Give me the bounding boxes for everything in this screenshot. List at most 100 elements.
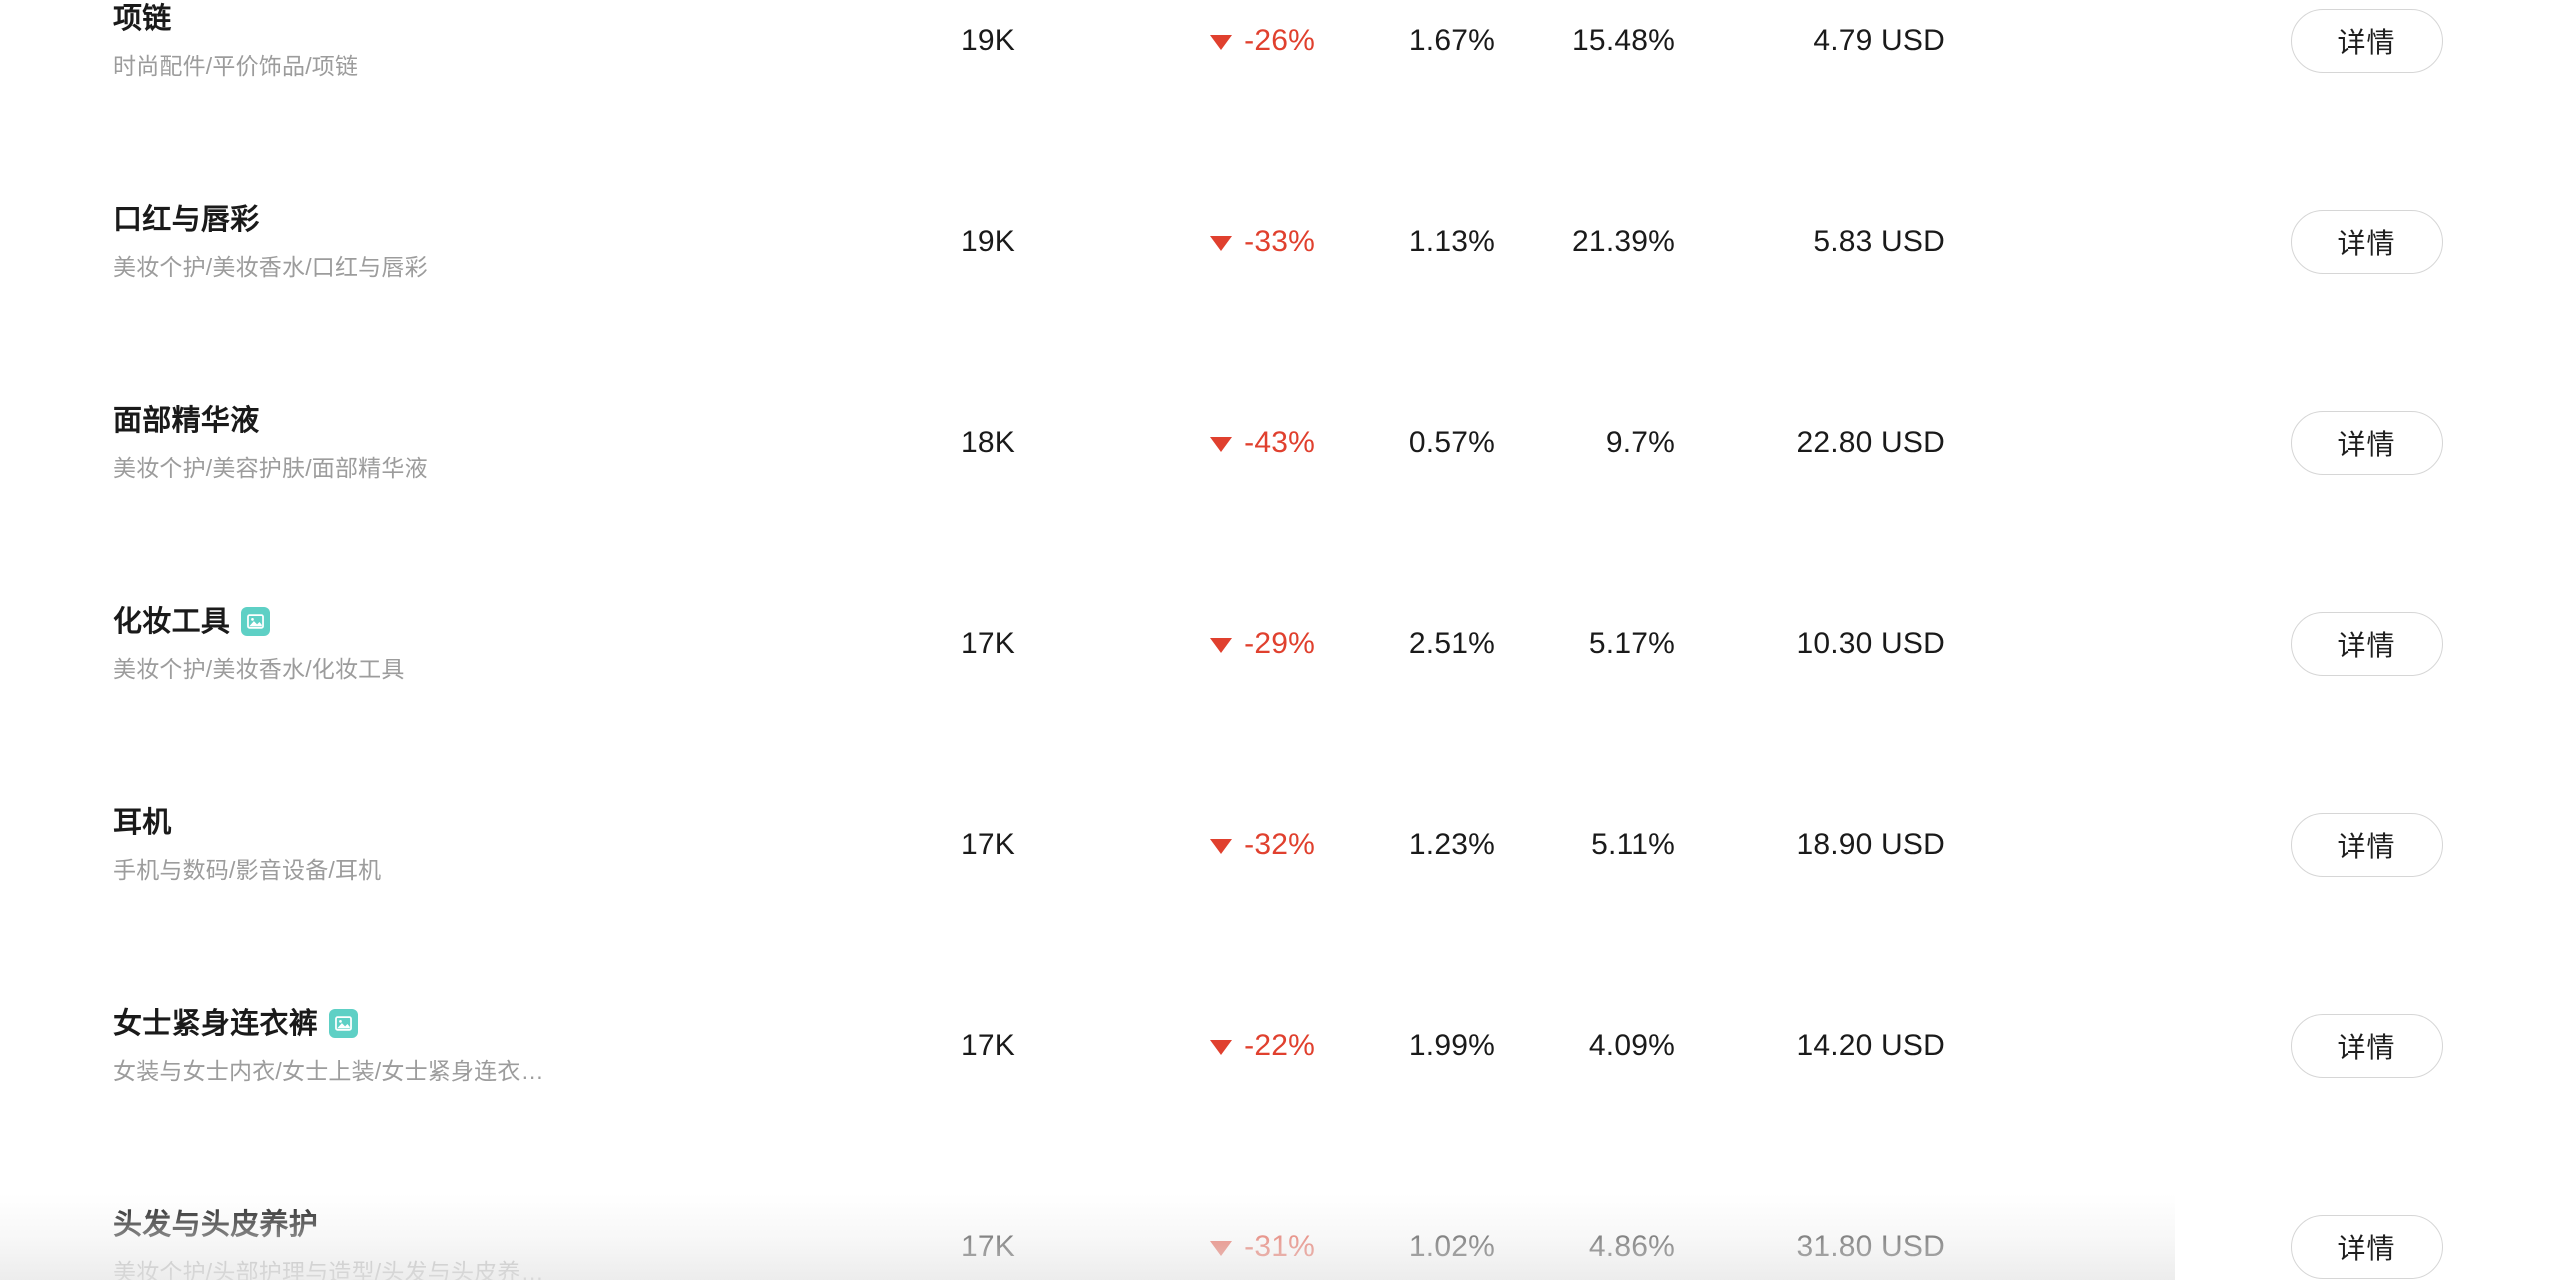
change-value-wrap: -31%: [1210, 1230, 1315, 1264]
rate1-value: 0.57%: [1408, 425, 1495, 459]
change-value-wrap: -43%: [1210, 426, 1315, 460]
category-name-line: 头发与头皮养护: [113, 1207, 880, 1243]
table-row: 化妆工具美妆个护/美妆香水/化妆工具 17K -29% 2.51% 5.17% 10.30…: [0, 543, 2175, 744]
triangle-down-icon: [1210, 34, 1233, 50]
action-cell: 详情: [2175, 543, 2558, 744]
category-breadcrumb: 女装与女士内衣/女士上装/女士紧身连衣…: [113, 1057, 544, 1084]
change-value-wrap: -32%: [1210, 828, 1315, 862]
detail-button[interactable]: 详情: [2290, 1013, 2443, 1078]
change-value-wrap: -33%: [1210, 225, 1315, 259]
category-name-cell: 头发与头皮养护美妆个护/头部护理与造型/头发与头皮养…: [0, 1207, 880, 1280]
category-name-cell: 口红与唇彩 美妆个护/美妆香水/口红与唇彩: [0, 202, 880, 282]
visits-value: 19K: [961, 23, 1015, 57]
visits-value: 17K: [961, 626, 1015, 660]
change-cell: -33%: [1015, 224, 1315, 260]
rate1-value: 1.99%: [1408, 1028, 1495, 1062]
category-name: 头发与头皮养护: [113, 1208, 319, 1241]
table-row: 女士紧身连衣裤 女装与女士内衣/女士上装/女士紧身连衣… 17K -22% 1.99% 4…: [0, 945, 2175, 1146]
category-name: 项链: [113, 2, 172, 35]
change-cell: -26%: [1015, 23, 1315, 59]
change-value-wrap: -29%: [1210, 627, 1315, 661]
category-breadcrumb: 美妆个护/美容护肤/面部精华液: [113, 454, 428, 481]
visits-value: 17K: [961, 827, 1015, 861]
category-name: 口红与唇彩: [113, 203, 260, 236]
change-value-wrap: -22%: [1210, 1029, 1315, 1063]
table-row: 头发与头皮养护美妆个护/头部护理与造型/头发与头皮养… 17K -31% 1.02% 4…: [0, 1146, 2175, 1280]
triangle-down-icon: [1210, 637, 1233, 653]
price-value: 10.30 USD: [1796, 626, 1945, 660]
category-breadcrumb: 时尚配件/平价饰品/项链: [113, 52, 359, 79]
price-value: 5.83 USD: [1813, 224, 1945, 258]
rate2-value: 4.09%: [1588, 1028, 1675, 1062]
action-cell: 详情: [2175, 0, 2558, 141]
change-cell: -43%: [1015, 425, 1315, 461]
detail-button[interactable]: 详情: [2290, 410, 2443, 475]
rate2-value: 15.48%: [1572, 23, 1675, 57]
rate2-value: 21.39%: [1572, 224, 1675, 258]
detail-button[interactable]: 详情: [2290, 8, 2443, 73]
action-cell: 详情: [2175, 945, 2558, 1146]
triangle-down-icon: [1210, 1240, 1233, 1256]
action-column: 详情 详情 详情 详情 详情 详情 详情: [2175, 0, 2558, 1280]
change-cell: -22%: [1015, 1028, 1315, 1064]
action-cell: 详情: [2175, 141, 2558, 342]
price-value: 4.79 USD: [1813, 23, 1945, 57]
table-row: 面部精华液美妆个护/美容护肤/面部精华液 18K -43% 0.57% 9.7% 22.8…: [0, 342, 2175, 543]
rate1-value: 1.23%: [1408, 827, 1495, 861]
category-name-line: 女士紧身连衣裤: [113, 1006, 880, 1042]
triangle-down-icon: [1210, 838, 1233, 854]
triangle-down-icon: [1210, 1039, 1233, 1055]
change-value: -26%: [1244, 24, 1315, 58]
change-value: -33%: [1244, 225, 1315, 259]
change-cell: -29%: [1015, 626, 1315, 662]
visits-value: 17K: [961, 1229, 1015, 1263]
action-cell: 详情: [2175, 1146, 2558, 1280]
category-name-line: 口红与唇彩: [113, 202, 880, 238]
rate2-value: 4.86%: [1588, 1229, 1675, 1263]
category-name-line: 耳机: [113, 805, 880, 841]
change-value-wrap: -26%: [1210, 24, 1315, 58]
image-icon: [329, 1009, 359, 1039]
category-name: 耳机: [113, 806, 172, 839]
change-value: -32%: [1244, 828, 1315, 862]
visits-value: 19K: [961, 224, 1015, 258]
category-name: 化妆工具: [113, 605, 231, 638]
price-value: 14.20 USD: [1796, 1028, 1945, 1062]
triangle-down-icon: [1210, 235, 1233, 251]
rate1-value: 2.51%: [1408, 626, 1495, 660]
price-value: 31.80 USD: [1796, 1229, 1945, 1263]
category-name-line: 化妆工具: [113, 604, 880, 640]
action-cell: 详情: [2175, 342, 2558, 543]
rate1-value: 1.13%: [1408, 224, 1495, 258]
detail-button[interactable]: 详情: [2290, 1214, 2443, 1279]
detail-button[interactable]: 详情: [2290, 812, 2443, 877]
rate2-value: 5.11%: [1591, 827, 1675, 861]
category-breadcrumb: 美妆个护/美妆香水/化妆工具: [113, 655, 405, 682]
price-value: 22.80 USD: [1796, 425, 1945, 459]
table-row: 项链 时尚配件/平价饰品/项链 19K -26% 1.67% 15.48% 4.79 USD: [0, 0, 2175, 141]
table-row: 口红与唇彩 美妆个护/美妆香水/口红与唇彩 19K -33% 1.13% 21.39% 5.…: [0, 141, 2175, 342]
category-name: 女士紧身连衣裤: [113, 1007, 319, 1040]
rate2-value: 9.7%: [1605, 425, 1675, 459]
category-breadcrumb: 美妆个护/头部护理与造型/头发与头皮养…: [113, 1258, 544, 1280]
category-breadcrumb: 手机与数码/影音设备/耳机: [113, 856, 382, 883]
change-value: -29%: [1244, 627, 1315, 661]
triangle-down-icon: [1210, 436, 1233, 452]
table-row: 耳机 手机与数码/影音设备/耳机 17K -32% 1.23% 5.11% 18.90 US…: [0, 744, 2175, 945]
detail-button[interactable]: 详情: [2290, 209, 2443, 274]
detail-button[interactable]: 详情: [2290, 611, 2443, 676]
change-cell: -32%: [1015, 827, 1315, 863]
category-name-cell: 化妆工具美妆个护/美妆香水/化妆工具: [0, 604, 880, 684]
category-name-cell: 项链时尚配件/平价饰品/项链: [0, 1, 880, 81]
rate1-value: 1.02%: [1408, 1229, 1495, 1263]
change-value: -43%: [1244, 426, 1315, 460]
category-name-cell: 面部精华液美妆个护/美容护肤/面部精华液: [0, 403, 880, 483]
category-name-cell: 女士紧身连衣裤女装与女士内衣/女士上装/女士紧身连衣…: [0, 1006, 880, 1086]
category-name: 面部精华液: [113, 404, 260, 437]
rate2-value: 5.17%: [1588, 626, 1675, 660]
change-value: -31%: [1244, 1230, 1315, 1264]
category-name-cell: 耳机手机与数码/影音设备/耳机: [0, 805, 880, 885]
visits-value: 18K: [961, 425, 1015, 459]
category-name-line: 面部精华液: [113, 403, 880, 439]
